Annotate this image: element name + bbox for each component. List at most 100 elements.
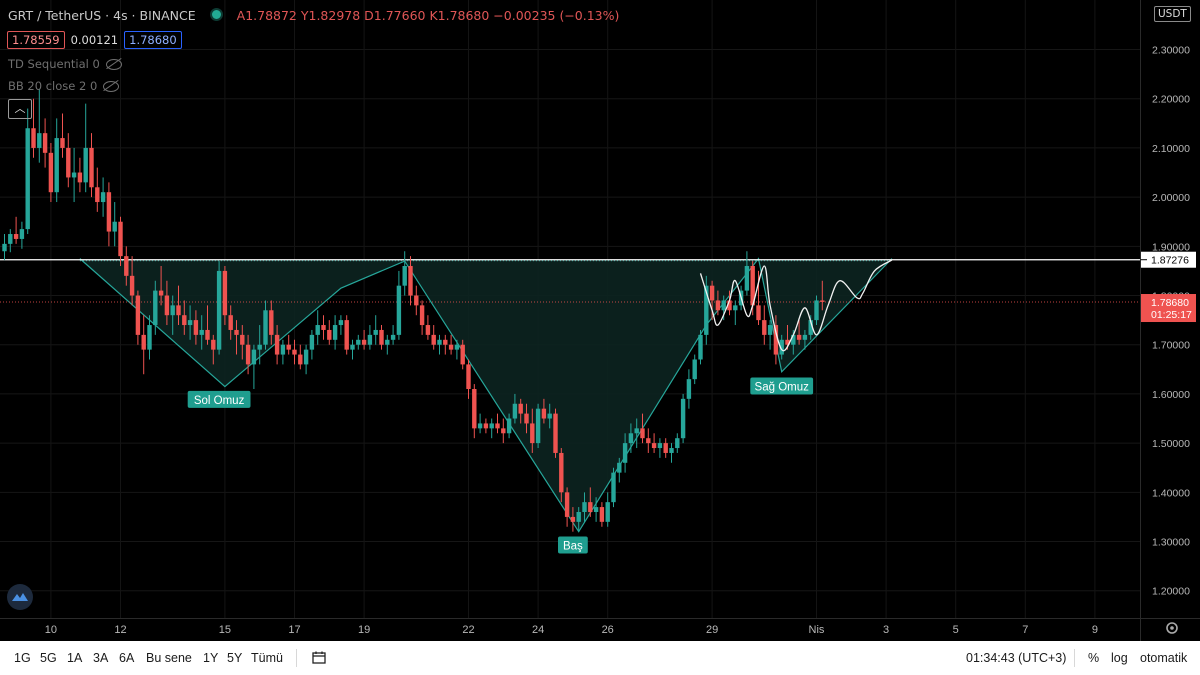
range-1d-button[interactable]: 1G: [14, 651, 31, 665]
candle-body: [263, 310, 268, 345]
range-ytd-button[interactable]: Bu sene: [146, 651, 192, 665]
time-tick-label: Nis: [809, 624, 825, 636]
candle-body: [332, 325, 338, 340]
candle-body: [506, 418, 512, 434]
time-tick-label: 3: [883, 624, 889, 636]
indicator-td-sequential[interactable]: TD Sequential 0: [8, 57, 122, 71]
level-price-tag: [1141, 251, 1196, 268]
label-text: Sol Omuz: [194, 395, 245, 407]
sell-price-button[interactable]: 1.78559: [7, 31, 65, 49]
symbol-legend: GRT / TetherUS · 4s · BINANCE A1.78872 Y1…: [8, 8, 619, 23]
candle-body: [31, 128, 36, 148]
candle-body: [8, 234, 13, 244]
candle-body: [269, 310, 274, 335]
candle-body: [489, 423, 494, 429]
price-tick-label: 1.40000: [1152, 487, 1190, 499]
candle-body: [19, 229, 25, 239]
label-text: Baş: [563, 540, 583, 552]
chart-area[interactable]: Sol Omuz Baş Sağ Omuz 2.30000 2.20000 2.1000…: [0, 0, 1200, 641]
candle-body: [373, 329, 378, 335]
candle-body: [2, 243, 7, 252]
candle-body: [164, 295, 170, 316]
candle-body: [129, 275, 135, 296]
projection-curve: [699, 259, 893, 352]
date-range-icon[interactable]: [311, 650, 327, 666]
candle-body: [25, 128, 30, 230]
candle-body: [564, 492, 570, 517]
candle-body: [60, 138, 65, 148]
candle-body: [605, 502, 610, 522]
candle-body: [83, 147, 88, 183]
candle-body: [709, 285, 715, 301]
price-tick-label: 2.20000: [1152, 94, 1190, 106]
candle-body: [796, 334, 802, 340]
percent-scale-toggle[interactable]: %: [1088, 651, 1100, 665]
candle-body: [187, 320, 193, 326]
price-chart[interactable]: Sol Omuz Baş Sağ Omuz 2.30000 2.20000 2.1000…: [0, 0, 1200, 641]
candle-body: [535, 408, 541, 444]
range-1y-button[interactable]: 1Y: [203, 651, 219, 665]
range-1m-button[interactable]: 1A: [67, 651, 83, 665]
price-tick-label: 1.20000: [1152, 586, 1190, 598]
candle-body: [350, 344, 355, 350]
candle-body: [338, 320, 344, 326]
range-5y-button[interactable]: 5Y: [227, 651, 243, 665]
range-3m-button[interactable]: 3A: [93, 651, 109, 665]
gear-hub: [1170, 626, 1174, 630]
candle-body: [396, 285, 402, 335]
candle-body: [570, 516, 576, 522]
time-tick-label: 12: [114, 624, 126, 636]
candle-body: [251, 349, 257, 365]
candle-body: [425, 325, 431, 335]
candle-body: [530, 423, 535, 444]
candle-body: [541, 408, 547, 419]
candle-body: [147, 325, 152, 350]
candle-body: [42, 133, 48, 153]
candle-body: [733, 305, 738, 311]
chevron-up-icon: ︿: [14, 102, 26, 115]
candle-body: [13, 234, 19, 239]
candle-body: [321, 325, 326, 330]
candle-body: [361, 339, 367, 345]
range-5d-button[interactable]: 5G: [40, 651, 57, 665]
candle-body: [118, 221, 123, 257]
candle-body: [71, 172, 77, 178]
candle-body: [135, 295, 141, 335]
candle-body: [791, 334, 796, 345]
settings-gear-icon[interactable]: [1166, 622, 1178, 634]
bottom-toolbar: 1G 5G 1A 3A 6A Bu sene 1Y 5Y Tümü 01:34:…: [0, 641, 1200, 675]
price-tick-label: 1.30000: [1152, 537, 1190, 549]
candle-body: [559, 452, 564, 493]
candle-body: [95, 187, 100, 203]
buy-price-button[interactable]: 1.78680: [124, 31, 182, 49]
candle-body: [669, 448, 674, 453]
range-all-button[interactable]: Tümü: [251, 651, 283, 665]
candle-body: [634, 428, 639, 434]
gear-ring: [1166, 622, 1178, 634]
candle-body: [622, 443, 628, 463]
candle-body: [628, 433, 634, 444]
pattern-area: [79, 258, 892, 532]
candle-body: [170, 305, 175, 316]
range-6m-button[interactable]: 6A: [119, 651, 135, 665]
currency-badge[interactable]: USDT: [1154, 6, 1191, 22]
candle-body: [77, 172, 83, 183]
collapse-legend-button[interactable]: ︿: [8, 99, 32, 119]
last-price-tag: [1141, 294, 1196, 323]
time-tick-label: 22: [462, 624, 474, 636]
clock-timezone[interactable]: 01:34:43 (UTC+3): [966, 651, 1067, 665]
candle-body: [176, 305, 181, 316]
tradingview-logo-icon[interactable]: [7, 584, 33, 610]
indicator-bollinger[interactable]: BB 20 close 2 0: [8, 79, 120, 93]
log-scale-toggle[interactable]: log: [1111, 651, 1128, 665]
candle-body: [582, 502, 587, 512]
auto-scale-toggle[interactable]: otomatik: [1140, 651, 1188, 665]
candle-body: [153, 290, 158, 326]
candle-body: [37, 133, 42, 148]
time-tick-label: 5: [953, 624, 959, 636]
symbol-title[interactable]: GRT / TetherUS · 4s · BINANCE: [8, 8, 196, 23]
candle-body: [680, 398, 686, 439]
hidden-eye-icon[interactable]: [103, 80, 120, 92]
candle-body: [379, 329, 384, 345]
hidden-eye-icon[interactable]: [105, 58, 122, 70]
